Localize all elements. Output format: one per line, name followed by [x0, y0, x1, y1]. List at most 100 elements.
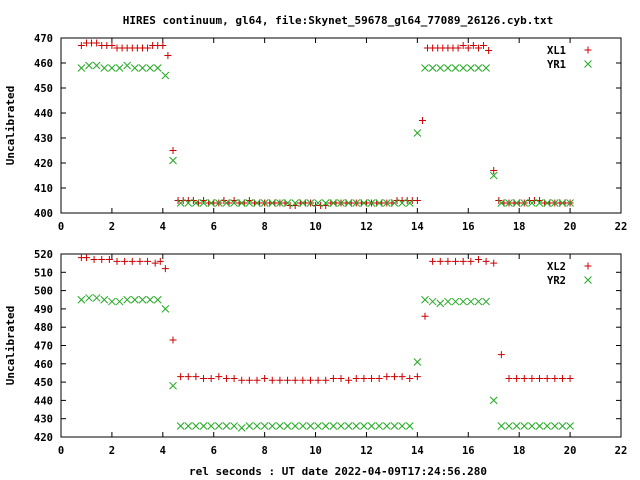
- data-point: [321, 199, 330, 207]
- data-point: [489, 396, 498, 405]
- data-point: [108, 42, 116, 49]
- data-point: [375, 422, 384, 430]
- data-point: [214, 199, 223, 207]
- data-point: [520, 374, 528, 382]
- y-tick-label: 500: [34, 286, 53, 298]
- data-point: [383, 373, 391, 381]
- data-point: [306, 422, 315, 430]
- series-YR1: [77, 61, 574, 207]
- x-tick-label: 16: [462, 445, 475, 457]
- y-axis-label: Uncalibrated: [4, 306, 17, 385]
- data-point: [161, 305, 170, 313]
- data-point: [115, 297, 124, 306]
- data-point: [390, 199, 399, 207]
- data-point: [283, 422, 292, 430]
- data-point: [123, 295, 132, 304]
- data-point: [164, 52, 172, 59]
- data-point: [260, 199, 269, 207]
- data-point: [85, 294, 93, 302]
- data-point: [367, 422, 376, 430]
- data-point: [222, 199, 231, 207]
- y-tick-label: 450: [34, 83, 53, 95]
- data-point: [113, 257, 121, 265]
- plot-frame: [60, 37, 622, 214]
- data-point: [321, 422, 330, 430]
- data-point: [505, 422, 513, 430]
- data-point: [237, 199, 246, 207]
- y-axis-label: Uncalibrated: [4, 86, 17, 165]
- data-point: [444, 297, 452, 306]
- data-point: [485, 47, 493, 54]
- data-point: [550, 422, 559, 430]
- y-tick-label: 440: [34, 395, 53, 407]
- data-point: [207, 374, 215, 382]
- data-point: [513, 374, 521, 382]
- data-point: [93, 39, 101, 47]
- data-point: [184, 199, 193, 207]
- data-point: [169, 336, 177, 344]
- legend-marker: [584, 276, 592, 284]
- data-point: [337, 199, 345, 207]
- data-point: [535, 422, 544, 430]
- x-tick-label: 10: [309, 221, 322, 233]
- y-tick-label: 450: [34, 377, 53, 389]
- data-point: [474, 255, 482, 263]
- data-point: [161, 71, 170, 80]
- x-tick-label: 0: [58, 445, 64, 457]
- data-point: [551, 374, 559, 382]
- data-point: [466, 64, 475, 72]
- x-axis-label: rel seconds : UT date 2022-04-09T17:24:5…: [189, 465, 487, 478]
- data-point: [176, 422, 185, 430]
- data-point: [192, 199, 200, 207]
- legend-label: YR2: [547, 275, 566, 287]
- data-point: [253, 199, 261, 207]
- data-point: [528, 422, 536, 430]
- data-point: [382, 199, 391, 207]
- data-point: [454, 44, 462, 52]
- data-point: [237, 423, 246, 432]
- y-tick-label: 400: [34, 208, 53, 220]
- x-tick-label: 8: [261, 445, 267, 457]
- data-point: [352, 422, 361, 430]
- data-point: [520, 199, 529, 207]
- data-point: [291, 422, 300, 430]
- x-tick-label: 8: [261, 221, 267, 233]
- data-point: [214, 422, 223, 430]
- x-tick-label: 18: [513, 445, 526, 457]
- data-point: [528, 374, 536, 382]
- data-point: [136, 257, 144, 265]
- data-point: [405, 199, 414, 207]
- data-point: [367, 199, 376, 207]
- y-tick-label: 490: [34, 304, 53, 316]
- plot-frame: [60, 253, 622, 438]
- y-tick-label: 430: [34, 133, 53, 145]
- x-tick-label: 22: [615, 445, 628, 457]
- data-point: [276, 376, 284, 384]
- data-point: [283, 199, 292, 207]
- data-point: [490, 167, 498, 174]
- data-point: [177, 373, 185, 381]
- data-point: [337, 374, 345, 382]
- data-point: [352, 374, 360, 382]
- x-tick-label: 2: [109, 221, 115, 233]
- data-point: [436, 257, 444, 265]
- data-point: [151, 259, 159, 267]
- data-point: [329, 374, 337, 382]
- data-point: [405, 422, 414, 430]
- data-point: [368, 374, 376, 382]
- x-tick-label: 10: [309, 445, 322, 457]
- data-point: [536, 374, 544, 382]
- y-tick-label: 460: [34, 359, 53, 371]
- data-point: [482, 64, 490, 72]
- data-point: [77, 42, 85, 49]
- data-point: [535, 199, 544, 207]
- data-point: [352, 199, 361, 207]
- data-point: [444, 257, 452, 265]
- data-point: [375, 374, 383, 382]
- data-point: [199, 199, 208, 207]
- data-point: [184, 422, 193, 430]
- data-point: [105, 255, 113, 263]
- data-point: [512, 199, 521, 207]
- legend-label: XL2: [547, 261, 566, 273]
- data-point: [215, 373, 223, 381]
